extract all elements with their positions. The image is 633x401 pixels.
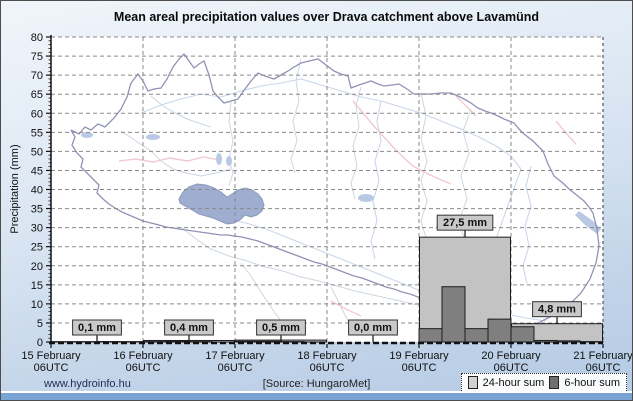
grid-layer (51, 36, 604, 342)
x-tick-label-time: 06UTC (218, 362, 253, 372)
legend: 24-hour sum 6-hour sum (460, 373, 627, 393)
annotations-layer: 0,1 mm 0,4 mm 0,5 mm 0,0 mm 27,5 mm 4,8 mm (72, 214, 582, 342)
x-tick-label-time: 06UTC (126, 362, 161, 372)
annotation-box-day3 (256, 319, 306, 336)
y-tick-label: 15 (31, 280, 43, 292)
annotation-box-day5 (436, 214, 494, 231)
chart-title: Mean areal precipitation values over Dra… (113, 10, 540, 24)
legend-label-6h: 6-hour sum (564, 376, 620, 389)
annotation-label-day6: 4,8 mm (538, 304, 576, 316)
drava-catchment-area (178, 183, 265, 225)
y-tick-label: 5 (37, 318, 43, 330)
x-tick-label-time: 06UTC (494, 362, 529, 372)
bottom-strip (1, 391, 632, 400)
x-tick-label-date: 18 February (297, 350, 357, 362)
country-border (70, 52, 600, 342)
bar-6h-day5-q1 (418, 328, 443, 343)
x-tick-label-time: 06UTC (34, 362, 69, 372)
annotation-box-day6 (532, 301, 582, 318)
annotation-label-day2: 0,4 mm (170, 322, 208, 334)
x-tick-label-date: 16 February (113, 350, 173, 362)
y-tick-label: 75 (31, 51, 43, 63)
axis-layer: 0 5 10 15 20 25 30 35 40 45 50 55 60 65 70 75 80 15 Febru… (21, 32, 633, 374)
x-tick-label-time: 06UTC (586, 362, 621, 372)
site-link[interactable]: www.hydroinfo.hu (44, 378, 131, 390)
y-tick-label: 40 (31, 185, 43, 197)
x-tick-label-date: 17 February (205, 350, 265, 362)
annotation-box-day1 (72, 319, 122, 336)
map-background (70, 52, 601, 342)
annotation-label-day5: 27,5 mm (443, 217, 487, 229)
x-tick-label-date: 21 February (573, 350, 633, 362)
x-tick-label-time: 06UTC (402, 362, 437, 372)
x-tick-label-date: 20 February (481, 350, 541, 362)
y-tick-label: 35 (31, 204, 43, 216)
x-tick-label-time: 06UTC (310, 362, 345, 372)
y-tick-label: 45 (31, 165, 43, 177)
y-axis-title: Precipitation (mm) (9, 144, 21, 234)
footer: www.hydroinfo.hu [Source: HungaroMet] 24… (1, 373, 632, 395)
bar-6h-day6-q1 (510, 326, 535, 343)
bar-6h-day5-q4 (487, 318, 512, 343)
x-tick-label-date: 19 February (389, 350, 449, 362)
bar-6h-day5-q2 (441, 286, 466, 343)
precipitation-chart: 0 5 10 15 20 25 30 35 40 45 50 55 60 65 70 75 80 15 Febru… (21, 32, 633, 374)
source-note: [Source: HungaroMet] (262, 378, 371, 390)
bar-6h-day5-q3 (464, 328, 489, 343)
y-tick-label: 70 (31, 70, 43, 82)
annotation-box-day4 (348, 319, 398, 336)
annotation-box-day2 (164, 319, 214, 336)
x-tick-label-date: 15 February (21, 350, 81, 362)
y-tick-label: 50 (31, 146, 43, 158)
annotation-label-day3: 0,5 mm (262, 322, 300, 334)
y-tick-label: 10 (31, 299, 43, 311)
y-tick-label: 20 (31, 261, 43, 273)
y-tick-label: 80 (31, 32, 43, 44)
legend-swatch-6h (549, 376, 560, 389)
annotation-label-day4: 0,0 mm (354, 322, 392, 334)
y-tick-label: 65 (31, 89, 43, 101)
legend-swatch-24h (467, 376, 478, 389)
y-tick-label: 30 (31, 223, 43, 235)
y-tick-label: 55 (31, 127, 43, 139)
legend-label-24h: 24-hour sum (482, 376, 545, 389)
annotation-label-day1: 0,1 mm (78, 322, 116, 334)
y-tick-label: 60 (31, 108, 43, 120)
map-lakes (81, 132, 601, 234)
y-tick-label: 0 (37, 337, 43, 349)
y-tick-label: 25 (31, 242, 43, 254)
